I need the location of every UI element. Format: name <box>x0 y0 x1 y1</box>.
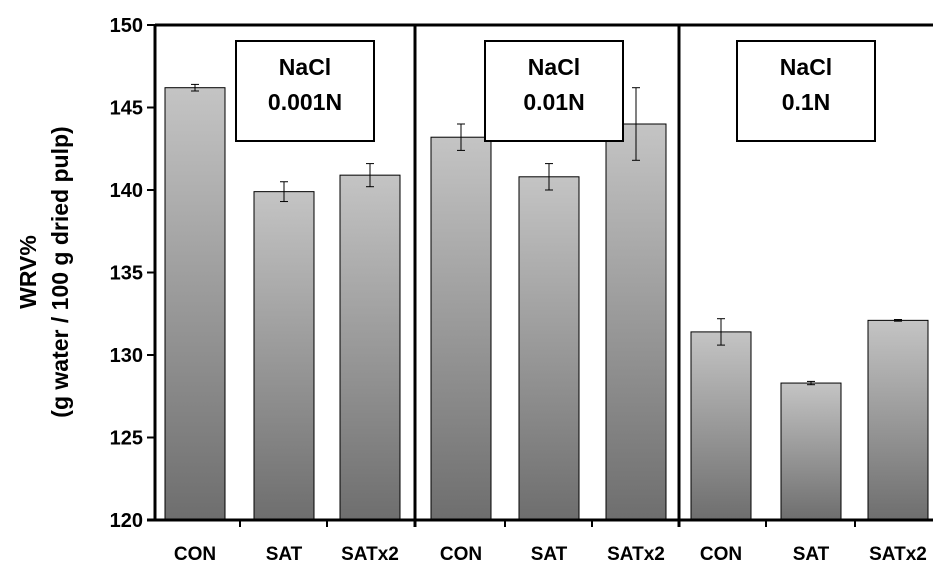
panel-label-box <box>736 40 876 142</box>
y-tick-label-145: 145 <box>110 98 143 120</box>
x-tick-label-sat: SAT <box>266 544 303 565</box>
x-tick-label-con: CON <box>440 544 482 565</box>
bar-satx2-panel-2 <box>605 123 667 521</box>
y-axis-label: WRV% (g water / 100 g dried pulp) <box>15 126 73 417</box>
panel-label-line-2: 0.001N <box>268 89 342 115</box>
bar-sat-panel-1 <box>253 191 315 521</box>
bar-satx2-panel-3 <box>867 319 929 521</box>
bar-sat-panel-2 <box>518 176 580 521</box>
x-tick-label-sat: SAT <box>793 544 830 565</box>
panel-label-line-1: NaCl <box>780 54 832 80</box>
error-bar-con-panel-2 <box>457 123 465 151</box>
bar-satx2-panel-1 <box>339 174 401 521</box>
y-tick-label-130: 130 <box>110 345 143 367</box>
y-axis-label-line-1: WRV% <box>15 235 41 309</box>
bar-sat-panel-3 <box>780 382 842 521</box>
panel-label-line-2: 0.1N <box>782 89 831 115</box>
panel-label-line-1: NaCl <box>279 54 331 80</box>
x-tick-label-satx2: SATx2 <box>341 544 399 565</box>
y-tick-label-140: 140 <box>110 180 143 202</box>
x-tick-label-con: CON <box>700 544 742 565</box>
panel-label-2: NaCl 0.01N <box>484 40 624 142</box>
bar-con-panel-2 <box>430 136 492 521</box>
error-bar-satx2-panel-3 <box>894 319 902 322</box>
y-tick-label-150: 150 <box>110 15 143 37</box>
error-bar-sat-panel-3 <box>807 380 815 386</box>
bar-con-panel-3 <box>690 331 752 521</box>
y-tick-label-120: 120 <box>110 510 143 532</box>
error-bar-con-panel-1 <box>191 83 199 92</box>
panel-label-box <box>235 40 375 142</box>
panel-label-1: NaCl 0.001N <box>235 40 375 142</box>
error-bar-satx2-panel-2 <box>632 87 640 161</box>
y-tick-label-125: 125 <box>110 428 143 450</box>
bar-con-panel-1 <box>164 87 226 521</box>
y-axis-label-line-2: (g water / 100 g dried pulp) <box>47 126 73 417</box>
error-bar-con-panel-3 <box>717 318 725 346</box>
x-tick-label-satx2: SATx2 <box>607 544 665 565</box>
panel-label-line-2: 0.01N <box>523 89 584 115</box>
x-tick-label-satx2: SATx2 <box>869 544 927 565</box>
panel-label-line-1: NaCl <box>528 54 580 80</box>
error-bar-sat-panel-1 <box>280 181 288 203</box>
x-tick-label-con: CON <box>174 544 216 565</box>
panel-label-box <box>484 40 624 142</box>
x-tick-label-sat: SAT <box>531 544 568 565</box>
panel-label-3: NaCl 0.1N <box>736 40 876 142</box>
y-tick-label-135: 135 <box>110 263 143 285</box>
error-bar-satx2-panel-1 <box>366 163 374 188</box>
error-bar-sat-panel-2 <box>545 163 553 191</box>
